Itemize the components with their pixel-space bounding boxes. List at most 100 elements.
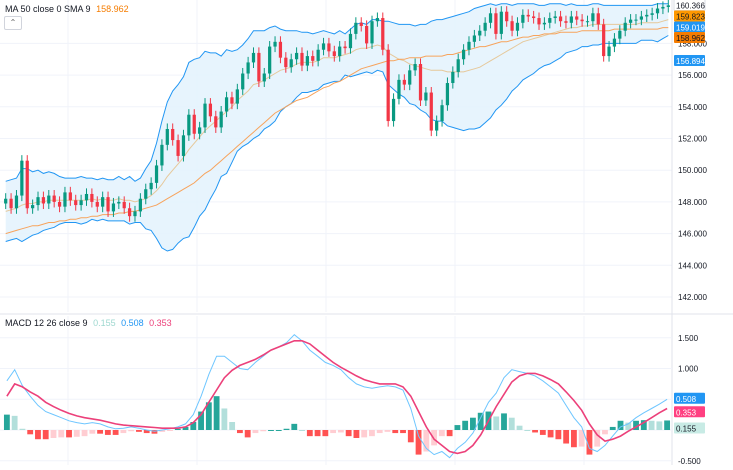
bollinger-band-fill (5, 3, 669, 251)
histogram-value-label-bg (674, 422, 705, 434)
candle-body (639, 16, 643, 20)
candle-body (580, 19, 584, 22)
histogram-bar (97, 430, 104, 434)
macd-axis[interactable]: -0.5000.0000.5001.0001.5000.5080.3530.15… (674, 334, 705, 466)
candle-body (192, 114, 196, 134)
candle-body (451, 71, 455, 84)
candle-body (655, 8, 660, 14)
price-tick-label: 148.000 (678, 198, 707, 207)
candle-body (375, 18, 380, 22)
candle-body (273, 41, 277, 47)
mid-band-label: 159.019 (674, 21, 705, 33)
candle-body (20, 160, 24, 196)
candle-body (127, 208, 132, 217)
candle-body (95, 201, 99, 207)
candle-body (602, 24, 606, 57)
candle-body (596, 13, 600, 25)
candle-body (515, 22, 520, 31)
histogram-bar (384, 430, 391, 432)
candle-body (338, 46, 342, 57)
upper-band-line (5, 3, 669, 182)
macd-legend-hist: 0.155 (93, 318, 116, 328)
macd-tick-label: -0.500 (678, 457, 701, 465)
candle-body (90, 193, 94, 202)
main-legend[interactable]: MA 50 close 0 SMA 9 158.962 (5, 4, 132, 14)
macd-legend-signal: 0.353 (149, 318, 172, 328)
candle-body (208, 103, 213, 117)
candle-body (68, 192, 72, 201)
candle-body (165, 128, 169, 145)
candle-body (284, 57, 288, 68)
histogram-bar (555, 430, 562, 440)
histogram-bar (299, 430, 305, 431)
candle-body (542, 22, 547, 25)
macd-tick-label: 1.500 (678, 334, 699, 343)
candle-body (558, 16, 563, 22)
histogram-bar (337, 430, 344, 433)
candle-body (445, 83, 450, 106)
candle-body (300, 52, 304, 66)
histogram-bar (431, 430, 438, 446)
sma-label-bg (674, 32, 705, 43)
histogram-bar (128, 430, 135, 432)
histogram-bar (345, 430, 352, 437)
histogram-bar (268, 430, 274, 431)
candle-body (294, 52, 299, 60)
candle-body (634, 19, 638, 21)
upper-band-label-text: 159.823 (676, 13, 705, 22)
candle-body (456, 59, 460, 72)
candle-body (74, 200, 78, 206)
candle-body (219, 111, 223, 128)
histogram-bar (539, 430, 546, 435)
histogram-bar (563, 430, 570, 444)
histogram-bar (477, 412, 484, 430)
candle-body (397, 79, 401, 99)
candle-body (122, 201, 126, 209)
histogram-bar (462, 420, 469, 430)
price-axis[interactable]: 142.000 144.000 146.000 148.000 150.000 152.0… (671, 0, 707, 465)
candle-body (402, 79, 406, 85)
candle-body (57, 201, 62, 207)
histogram-bar (314, 430, 321, 437)
candle-body (612, 38, 617, 47)
macd-legend[interactable]: MACD 12 26 close 9 0.155 0.508 0.353 (5, 318, 175, 328)
chevron-up-icon[interactable]: ⌃ (4, 16, 22, 30)
candle-body (278, 41, 283, 58)
histogram-bar (376, 430, 383, 434)
price-tick-label: 152.000 (678, 135, 707, 144)
histogram-bar (306, 430, 313, 437)
candle-body (499, 11, 503, 34)
candle-body (9, 198, 13, 209)
candle-body (391, 98, 396, 122)
histogram-bar (322, 430, 329, 437)
histogram-bar (73, 430, 80, 437)
candle-body (171, 128, 175, 141)
band-area (5, 3, 669, 251)
histogram-bar (501, 413, 507, 430)
middle-band-line (5, 19, 669, 212)
candle-body (198, 127, 202, 134)
price-tick-label: 154.000 (678, 103, 707, 112)
candle-body (585, 21, 590, 23)
candle-body (532, 16, 536, 19)
candle-body (133, 211, 137, 217)
histogram-bar (252, 430, 259, 434)
histogram-value-label: 0.155 (674, 422, 705, 434)
macd-value-label-text: 0.508 (676, 395, 697, 404)
candle-body (429, 92, 433, 131)
macd-tick-label: 1.000 (678, 365, 699, 374)
candle-body (365, 25, 369, 44)
candle-body (564, 21, 568, 23)
histogram-bar (547, 430, 554, 438)
candle-body (418, 64, 423, 101)
macd-pane-grid (0, 316, 672, 465)
histogram-bar (58, 430, 65, 438)
candle-body (628, 19, 633, 23)
histogram-bar (236, 430, 243, 434)
candle-body (623, 22, 627, 31)
histogram-bar (283, 428, 290, 430)
candle-body (413, 64, 417, 71)
candle-body (246, 62, 250, 74)
